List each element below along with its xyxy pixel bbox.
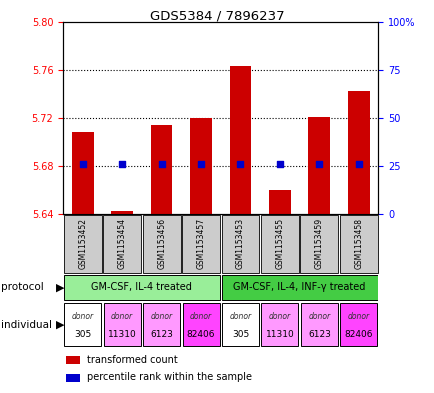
Bar <box>261 303 298 346</box>
Text: 305: 305 <box>231 331 249 339</box>
Bar <box>64 275 220 299</box>
Bar <box>221 303 258 346</box>
Bar <box>111 211 133 214</box>
Text: percentile rank within the sample: percentile rank within the sample <box>86 373 251 382</box>
Text: donor: donor <box>268 312 290 321</box>
Point <box>79 160 86 167</box>
FancyBboxPatch shape <box>182 215 220 273</box>
Bar <box>103 303 141 346</box>
Bar <box>347 92 369 214</box>
Text: donor: donor <box>308 312 329 321</box>
Text: 11310: 11310 <box>108 331 136 339</box>
FancyBboxPatch shape <box>300 215 338 273</box>
Text: donor: donor <box>111 312 133 321</box>
Text: GSM1153455: GSM1153455 <box>275 218 284 269</box>
Text: GSM1153452: GSM1153452 <box>78 218 87 269</box>
Text: GSM1153456: GSM1153456 <box>157 218 166 269</box>
Text: 82406: 82406 <box>344 331 372 339</box>
Text: protocol: protocol <box>1 282 43 292</box>
Bar <box>229 66 251 214</box>
Text: GSM1153459: GSM1153459 <box>314 218 323 269</box>
Text: 11310: 11310 <box>265 331 293 339</box>
Point <box>237 160 243 167</box>
Point <box>118 160 125 167</box>
Bar <box>143 303 180 346</box>
Point <box>276 160 283 167</box>
Text: donor: donor <box>190 312 212 321</box>
Text: GSM1153458: GSM1153458 <box>353 218 362 269</box>
Text: 6123: 6123 <box>150 331 173 339</box>
Bar <box>308 117 329 214</box>
Point <box>197 160 204 167</box>
Bar <box>339 303 376 346</box>
Text: GDS5384 / 7896237: GDS5384 / 7896237 <box>150 10 284 23</box>
Point <box>355 160 362 167</box>
Bar <box>300 303 337 346</box>
Bar <box>64 303 101 346</box>
Bar <box>221 275 377 299</box>
Text: GM-CSF, IL-4 treated: GM-CSF, IL-4 treated <box>91 282 192 292</box>
Text: ▶: ▶ <box>56 282 64 292</box>
Bar <box>72 132 93 214</box>
Text: 305: 305 <box>74 331 91 339</box>
FancyBboxPatch shape <box>142 215 180 273</box>
Text: GSM1153453: GSM1153453 <box>235 218 244 269</box>
Text: ▶: ▶ <box>56 320 64 330</box>
Text: transformed count: transformed count <box>86 355 177 365</box>
Bar <box>151 125 172 214</box>
Text: 6123: 6123 <box>307 331 330 339</box>
Text: donor: donor <box>229 312 251 321</box>
Bar <box>269 190 290 214</box>
Bar <box>190 118 211 214</box>
Text: 82406: 82406 <box>186 331 215 339</box>
Point <box>158 160 165 167</box>
Point <box>315 160 322 167</box>
Bar <box>66 356 80 364</box>
Bar <box>182 303 219 346</box>
Text: donor: donor <box>347 312 369 321</box>
Text: GSM1153454: GSM1153454 <box>118 218 126 269</box>
FancyBboxPatch shape <box>260 215 298 273</box>
FancyBboxPatch shape <box>103 215 141 273</box>
Text: donor: donor <box>150 312 172 321</box>
FancyBboxPatch shape <box>64 215 102 273</box>
Text: donor: donor <box>72 312 94 321</box>
Text: GSM1153457: GSM1153457 <box>196 218 205 269</box>
FancyBboxPatch shape <box>339 215 377 273</box>
Text: individual: individual <box>1 320 52 330</box>
Bar <box>66 374 80 382</box>
Text: GM-CSF, IL-4, INF-γ treated: GM-CSF, IL-4, INF-γ treated <box>233 282 365 292</box>
FancyBboxPatch shape <box>221 215 259 273</box>
